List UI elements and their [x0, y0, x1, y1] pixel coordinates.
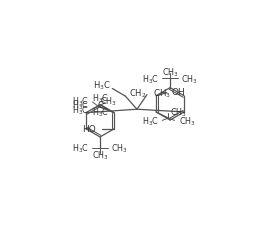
Text: OH: OH: [171, 88, 185, 97]
Text: CH$_3$: CH$_3$: [170, 106, 187, 119]
Text: CH$_3$: CH$_3$: [100, 95, 117, 107]
Text: H$_3$C: H$_3$C: [93, 79, 111, 91]
Text: CH$_3$: CH$_3$: [153, 87, 171, 100]
Text: H$_3$C: H$_3$C: [142, 116, 159, 128]
Text: H$_3$C: H$_3$C: [72, 104, 89, 116]
Text: H$_3$C: H$_3$C: [72, 95, 89, 107]
Text: H$_3$C: H$_3$C: [92, 92, 110, 105]
Text: CH$_3$: CH$_3$: [179, 116, 196, 128]
Text: H$_3$C: H$_3$C: [92, 106, 110, 119]
Text: H$_3$C: H$_3$C: [142, 73, 159, 85]
Text: CH$_3$: CH$_3$: [162, 66, 178, 78]
Text: H$_3$C: H$_3$C: [72, 142, 89, 154]
Text: HO: HO: [83, 125, 96, 134]
Text: H$_3$C: H$_3$C: [71, 99, 89, 112]
Text: CH$_2$: CH$_2$: [128, 87, 146, 100]
Text: CH$_3$: CH$_3$: [181, 73, 198, 85]
Text: CH$_3$: CH$_3$: [111, 142, 128, 154]
Text: CH$_3$: CH$_3$: [92, 149, 109, 161]
Text: C: C: [98, 101, 104, 110]
